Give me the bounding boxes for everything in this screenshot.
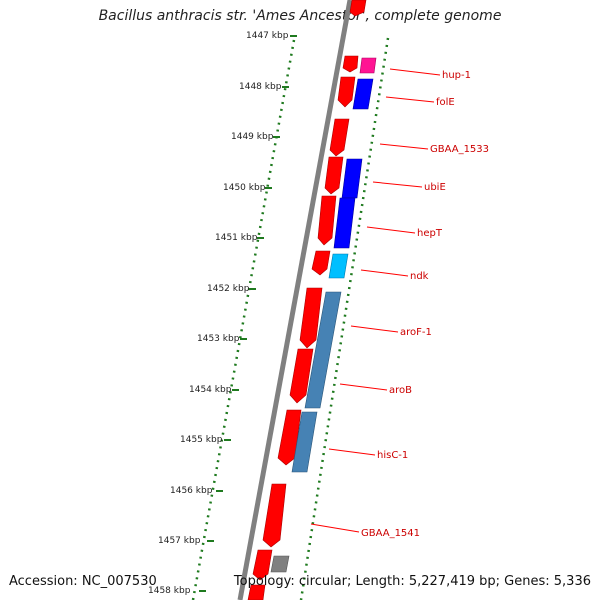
callout-line xyxy=(372,181,423,188)
gene-arrow xyxy=(324,156,344,195)
tick-label: 1448 kbp xyxy=(239,82,282,92)
gene-arrow xyxy=(252,549,273,581)
callout-line xyxy=(389,68,441,76)
tick-label: 1457 kbp xyxy=(158,536,201,546)
gene-arrow xyxy=(349,0,367,17)
category-blocks xyxy=(270,57,377,573)
tick-label: 1450 kbp xyxy=(223,183,266,193)
topology-text: Topology: circular; Length: 5,227,419 bp… xyxy=(233,574,591,589)
gene-arrow xyxy=(311,250,331,276)
tick-label: 1451 kbp xyxy=(215,233,258,243)
gene-label: aroB xyxy=(389,385,412,396)
gene-block-blue xyxy=(333,197,356,249)
callout-line xyxy=(350,325,399,333)
forward-strand-genes xyxy=(247,0,367,600)
gene-labels: hup-1 folE GBAA_1533 ubiE hepT ndk aroF-… xyxy=(361,70,489,539)
gene-label: hepT xyxy=(417,228,443,239)
gene-label: ndk xyxy=(410,271,429,282)
gene-block-steelblue xyxy=(304,291,342,409)
gene-arrow xyxy=(247,584,266,600)
gene-arrow xyxy=(342,55,359,73)
tick-label: 1456 kbp xyxy=(170,486,213,496)
tick-label: 1452 kbp xyxy=(207,284,250,294)
tick-label: 1455 kbp xyxy=(180,435,223,445)
gene-arrow xyxy=(337,76,356,108)
gene-arrow xyxy=(299,287,323,349)
callout-line xyxy=(328,448,376,456)
callout-line xyxy=(310,523,360,533)
genome-backbone xyxy=(237,0,353,600)
callout-line xyxy=(379,143,429,150)
gene-label: hisC-1 xyxy=(377,450,408,461)
gene-label: aroF-1 xyxy=(400,327,432,338)
gene-block-pink xyxy=(359,57,377,74)
gene-label: ubiE xyxy=(424,182,446,193)
tick-label: 1454 kbp xyxy=(189,385,232,395)
gene-label: folE xyxy=(436,97,455,108)
gene-arrow xyxy=(262,483,287,548)
callout-line xyxy=(366,226,416,234)
callout-line xyxy=(385,96,435,103)
accession-text: Accession: NC_007530 xyxy=(9,574,157,589)
gene-label: GBAA_1541 xyxy=(361,528,420,539)
callout-lines xyxy=(310,68,441,533)
gene-arrow xyxy=(317,195,337,246)
map-title: Bacillus anthracis str. 'Ames Ancestor',… xyxy=(98,8,502,24)
gene-label: GBAA_1533 xyxy=(430,144,489,155)
gene-block-blue xyxy=(341,158,363,199)
tick-label: 1449 kbp xyxy=(231,132,274,142)
tick-label: 1447 kbp xyxy=(246,31,289,41)
callout-line xyxy=(360,269,409,277)
callout-line xyxy=(339,383,388,391)
tick-label: 1453 kbp xyxy=(197,334,240,344)
gene-block-cyan xyxy=(328,253,349,279)
tick-label: 1458 kbp xyxy=(148,586,191,596)
tick-group: 1447 kbp 1448 kbp 1449 kbp 1450 kbp 1451… xyxy=(148,31,297,596)
gene-arrow xyxy=(289,348,314,404)
gene-label: hup-1 xyxy=(442,70,471,81)
gene-block-blue xyxy=(352,78,374,110)
gene-block-grey xyxy=(270,555,290,573)
gene-arrow xyxy=(329,118,350,157)
gene-block-steelblue xyxy=(291,411,318,473)
